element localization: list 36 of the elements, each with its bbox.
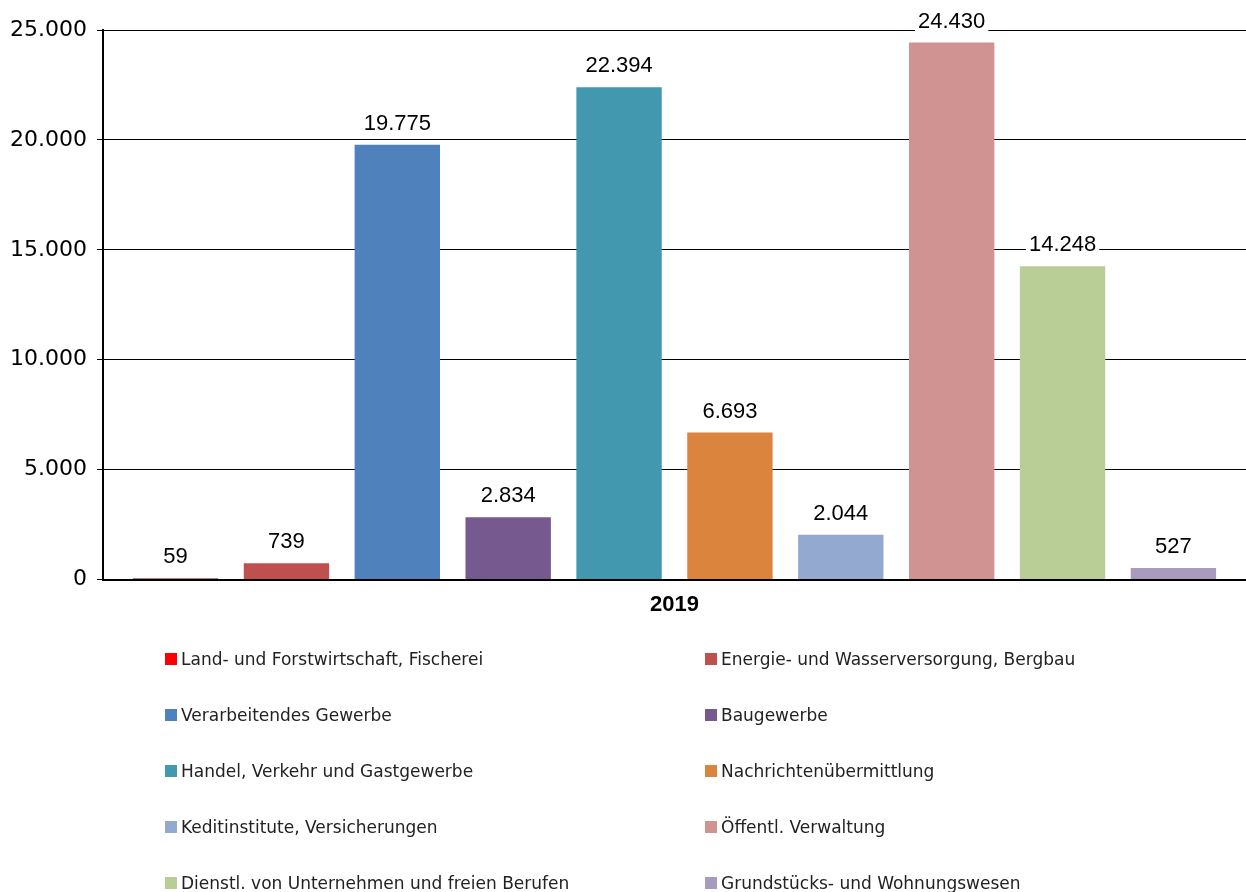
x-tick-label: 2019 xyxy=(650,590,699,616)
legend-label: Keditinstitute, Versicherungen xyxy=(181,817,438,837)
y-tick-label: 25.000 xyxy=(9,15,87,41)
data-label: 59 xyxy=(163,543,188,569)
data-label: 527 xyxy=(1155,533,1192,559)
data-label: 6.693 xyxy=(702,397,758,423)
legend-label: Nachrichtenübermittlung xyxy=(721,761,935,781)
data-label: 22.394 xyxy=(585,52,653,78)
legend-label: Öffentl. Verwaltung xyxy=(721,817,886,837)
bar xyxy=(687,432,773,580)
y-tick-label: 15.000 xyxy=(9,235,87,261)
legend-label: Energie- und Wasserversorgung, Bergbau xyxy=(721,649,1076,669)
legend-label: Verarbeitendes Gewerbe xyxy=(181,705,392,725)
bar xyxy=(354,144,440,580)
bar xyxy=(576,87,662,580)
bar xyxy=(243,563,330,580)
data-label: 739 xyxy=(268,528,305,554)
bar xyxy=(1019,266,1106,580)
legend-label: Grundstücks- und Wohnungswesen xyxy=(721,873,1021,892)
y-tick-label: 0 xyxy=(72,565,87,591)
y-tick-label: 10.000 xyxy=(9,345,87,371)
legend-label: Dienstl. von Unternehmen und freien Berufen xyxy=(181,873,570,892)
legend-label: Baugewerbe xyxy=(721,705,828,725)
data-label: 2.834 xyxy=(480,482,536,508)
bar xyxy=(798,534,884,580)
data-label: 14.248 xyxy=(1028,231,1097,257)
bar xyxy=(465,517,551,580)
data-label: 24.430 xyxy=(918,7,986,33)
bar xyxy=(1130,568,1217,580)
y-tick-label: 20.000 xyxy=(9,125,87,151)
y-tick-label: 5.000 xyxy=(23,455,87,481)
legend-label: Land- und Forstwirtschaft, Fischerei xyxy=(181,649,484,669)
data-label: 19.775 xyxy=(363,109,431,135)
bar xyxy=(908,42,995,580)
data-label: 2.044 xyxy=(813,499,869,525)
legend-label: Handel, Verkehr und Gastgewerbe xyxy=(181,761,474,781)
